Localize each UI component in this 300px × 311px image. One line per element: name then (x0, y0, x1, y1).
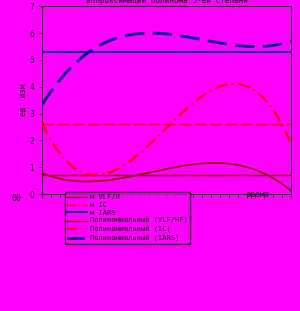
Text: 00: 00 (12, 193, 22, 202)
Legend: м VLF/H, м IC, м IARS, Полиномиальный (VLF/HF), Полиномиальный (IC), Полиномиаль: м VLF/H, м IC, м IARS, Полиномиальный (V… (65, 192, 190, 244)
Y-axis label: ед. изм: ед. изм (19, 84, 28, 116)
Title: VLF/HF, IC, IARS у студентов в течение
учебного дня с 7.45 до 14.15 в
аппроксима: VLF/HF, IC, IARS у студентов в течение у… (79, 0, 254, 5)
Text: время: время (246, 190, 269, 199)
